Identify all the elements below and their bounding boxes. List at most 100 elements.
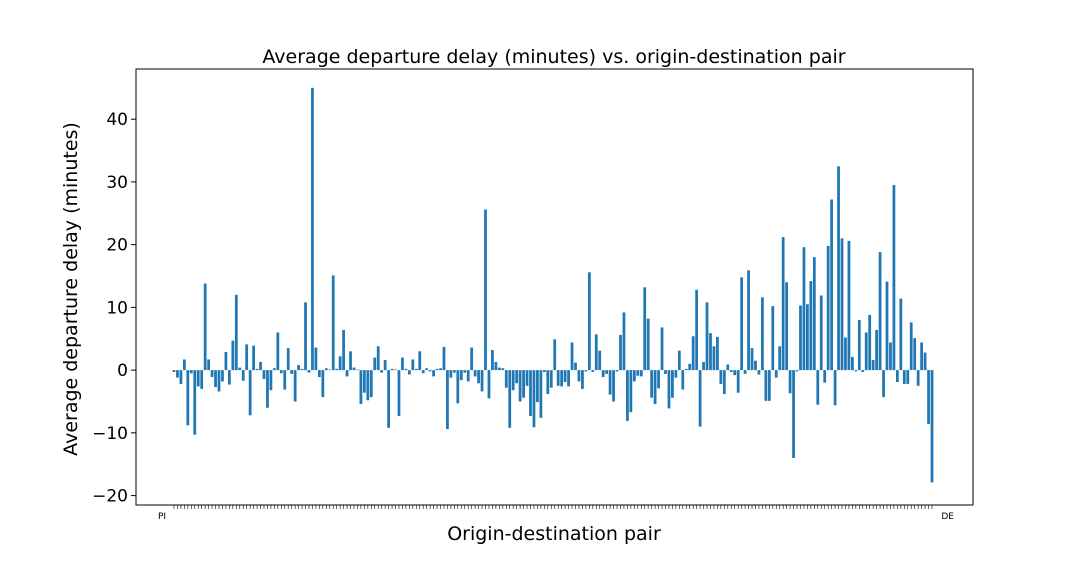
x-tick-label-first: PI — [158, 512, 166, 522]
bar — [899, 298, 903, 371]
bar — [297, 365, 300, 371]
bar — [189, 370, 193, 374]
bar — [650, 370, 654, 398]
bar — [317, 370, 321, 378]
bar — [660, 327, 664, 371]
bar — [764, 370, 768, 401]
bar — [584, 370, 588, 372]
y-tick-label: 20 — [106, 236, 128, 256]
bar — [889, 342, 892, 371]
bar — [619, 334, 622, 371]
bar — [214, 370, 217, 388]
bar — [653, 370, 657, 404]
y-axis: −20 −10 0 10 20 30 40 — [92, 110, 136, 507]
bar — [342, 329, 345, 371]
bar — [767, 370, 771, 401]
bar — [601, 370, 605, 378]
bar — [407, 370, 411, 375]
bar — [812, 257, 816, 371]
bar — [795, 370, 799, 372]
bar — [549, 370, 553, 388]
bar — [207, 359, 210, 371]
bar — [311, 87, 314, 371]
y-axis-label: Average departure delay (minutes) — [60, 122, 82, 456]
bar — [283, 370, 287, 390]
bar — [615, 370, 619, 372]
bar — [473, 370, 477, 377]
bar — [234, 294, 238, 371]
bar — [262, 370, 266, 379]
bar — [252, 345, 255, 371]
bar — [304, 302, 307, 371]
bar — [726, 364, 730, 371]
bar — [404, 368, 408, 371]
bar — [581, 370, 584, 389]
bar — [522, 370, 525, 398]
bar — [636, 370, 640, 376]
bar — [484, 209, 487, 371]
bar — [300, 368, 304, 371]
bar — [331, 275, 335, 371]
bar — [598, 350, 602, 371]
bar — [629, 370, 633, 413]
bar — [276, 332, 280, 371]
bar — [806, 304, 809, 371]
bar — [217, 370, 221, 392]
bar — [646, 318, 650, 371]
bar — [761, 297, 764, 371]
bar — [587, 272, 591, 371]
bar — [882, 370, 885, 398]
bar — [501, 368, 505, 371]
bar — [851, 356, 854, 371]
plot-frame — [135, 68, 974, 506]
bar — [913, 338, 917, 371]
bar — [307, 370, 311, 373]
bar — [532, 370, 536, 428]
bar — [172, 370, 176, 372]
bar — [896, 370, 899, 383]
bar — [677, 350, 681, 371]
bar — [373, 357, 377, 371]
bar — [837, 166, 840, 371]
y-tick-label: 40 — [106, 110, 128, 130]
bar — [470, 347, 474, 371]
bar — [916, 370, 920, 386]
bar — [497, 367, 501, 371]
bar — [248, 370, 252, 416]
bar — [736, 370, 740, 393]
bar — [324, 368, 328, 371]
bar — [224, 351, 228, 371]
bar — [463, 370, 467, 373]
bar — [452, 370, 456, 373]
bar — [788, 370, 792, 394]
bar — [712, 346, 716, 371]
bar — [871, 360, 875, 371]
bar — [826, 245, 830, 371]
bar — [446, 370, 449, 430]
bar — [830, 199, 834, 371]
bar — [722, 370, 726, 394]
bar — [259, 361, 262, 371]
bar — [570, 342, 574, 371]
bar — [435, 368, 439, 371]
bar — [833, 370, 837, 406]
bar — [560, 370, 564, 387]
bar — [179, 370, 183, 384]
bar — [387, 370, 390, 428]
bar — [702, 361, 705, 371]
bar — [695, 289, 699, 371]
bar — [643, 287, 647, 371]
bar — [688, 363, 692, 371]
bar — [428, 370, 432, 372]
bar — [664, 370, 667, 374]
bar — [909, 322, 913, 371]
bar — [681, 370, 685, 390]
bar — [196, 370, 200, 387]
bar — [321, 370, 325, 398]
bar — [608, 370, 612, 395]
bar — [466, 370, 470, 382]
bar — [709, 333, 712, 371]
bar — [875, 329, 879, 371]
bar — [799, 305, 802, 371]
